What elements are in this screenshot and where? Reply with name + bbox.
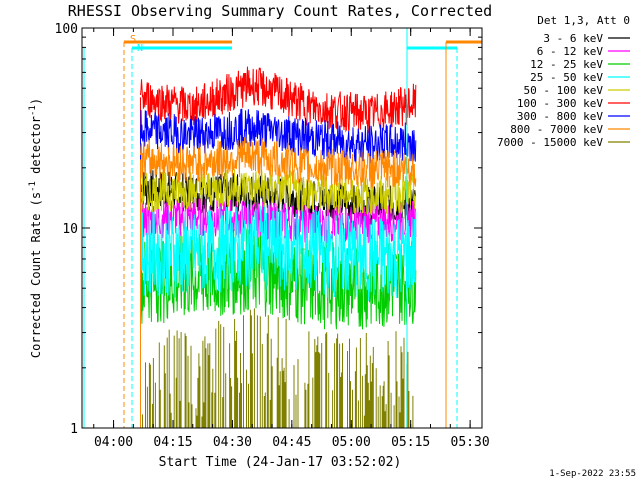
series-3-line xyxy=(140,228,417,330)
legend-title: Det 1,3, Att 0 xyxy=(537,14,630,27)
x-tick-label: 04:45 xyxy=(272,435,311,450)
legend-entry-label: 25 - 50 keV xyxy=(530,71,603,84)
series-1-line xyxy=(140,169,417,226)
y-tick-label: 100 xyxy=(55,22,78,37)
x-tick-label: 04:15 xyxy=(153,435,192,450)
y-tick-label: 1 xyxy=(70,422,78,437)
series-8 xyxy=(140,137,417,428)
y-axis-label-mid: detector xyxy=(29,116,43,181)
x-tick-label: 04:30 xyxy=(213,435,252,450)
y-axis-label-end: ) xyxy=(29,98,43,105)
x-tick-label: 05:15 xyxy=(391,435,430,450)
series-9 xyxy=(142,308,414,428)
legend-entry-label: 3 - 6 keV xyxy=(543,32,603,45)
legend-entry-label: 7000 - 15000 keV xyxy=(497,136,603,149)
x-tick-label: 04:00 xyxy=(94,435,133,450)
x-tick-label: 05:30 xyxy=(451,435,490,450)
y-axis-label-main: Corrected Count Rate (s xyxy=(29,192,43,358)
series-7-line xyxy=(140,108,417,164)
legend-entry-label: 12 - 25 keV xyxy=(530,58,603,71)
y-axis-label-sup2: -1 xyxy=(28,105,38,116)
x-axis-label: Start Time (24-Jan-17 03:52:02) xyxy=(159,455,402,470)
chart-title: RHESSI Observing Summary Count Rates, Co… xyxy=(68,2,492,20)
series-8-line xyxy=(140,137,417,189)
series-4-line xyxy=(140,202,417,301)
y-tick-label: 10 xyxy=(62,222,78,237)
footer-stamp: 1-Sep-2022 23:55 xyxy=(549,469,636,479)
legend-entry-label: 50 - 100 keV xyxy=(524,84,604,97)
legend-entry-label: 800 - 7000 keV xyxy=(510,123,603,136)
y-axis-label-sup1: -1 xyxy=(28,181,38,192)
series-6-line xyxy=(140,66,417,134)
series-5-line xyxy=(140,168,417,216)
axis-layer: 1 10 100 04:00 04:15 04:30 04:45 05:00 05:15 05:3… xyxy=(55,22,490,450)
annotation-s-label: S xyxy=(130,34,136,45)
legend-entry-label: 100 - 300 keV xyxy=(517,97,603,110)
plot-layer: SN xyxy=(83,28,482,428)
legend-entry-label: 300 - 800 keV xyxy=(517,110,603,123)
series-9-line xyxy=(142,308,414,428)
annotation-n-label: N xyxy=(137,43,143,54)
y-axis-label: Corrected Count Rate (s-1 detector-1) xyxy=(28,98,43,358)
x-tick-label: 05:00 xyxy=(332,435,371,450)
legend-entry-label: 6 - 12 keV xyxy=(537,45,604,58)
